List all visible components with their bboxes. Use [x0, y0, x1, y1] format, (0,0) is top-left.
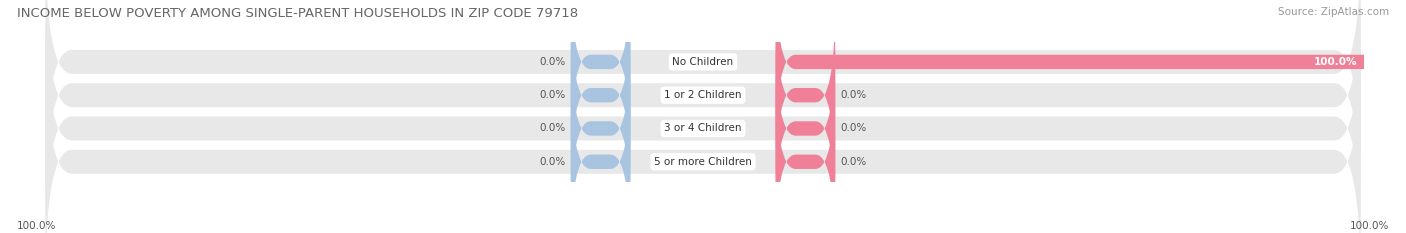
Text: 0.0%: 0.0%: [841, 123, 866, 134]
Text: 0.0%: 0.0%: [540, 157, 565, 167]
FancyBboxPatch shape: [45, 7, 1361, 233]
Text: 5 or more Children: 5 or more Children: [654, 157, 752, 167]
FancyBboxPatch shape: [776, 0, 1406, 154]
FancyBboxPatch shape: [571, 0, 630, 154]
Text: 0.0%: 0.0%: [841, 157, 866, 167]
Text: 1 or 2 Children: 1 or 2 Children: [664, 90, 742, 100]
FancyBboxPatch shape: [776, 36, 835, 221]
FancyBboxPatch shape: [571, 3, 630, 188]
Text: 3 or 4 Children: 3 or 4 Children: [664, 123, 742, 134]
FancyBboxPatch shape: [571, 69, 630, 233]
Text: INCOME BELOW POVERTY AMONG SINGLE-PARENT HOUSEHOLDS IN ZIP CODE 79718: INCOME BELOW POVERTY AMONG SINGLE-PARENT…: [17, 7, 578, 20]
Text: No Children: No Children: [672, 57, 734, 67]
FancyBboxPatch shape: [776, 3, 835, 188]
FancyBboxPatch shape: [571, 36, 630, 221]
FancyBboxPatch shape: [776, 69, 835, 233]
Text: 100.0%: 100.0%: [1313, 57, 1357, 67]
Text: 100.0%: 100.0%: [17, 221, 56, 231]
FancyBboxPatch shape: [45, 41, 1361, 233]
Text: 0.0%: 0.0%: [540, 57, 565, 67]
Text: 100.0%: 100.0%: [1350, 221, 1389, 231]
Text: 0.0%: 0.0%: [841, 90, 866, 100]
FancyBboxPatch shape: [45, 0, 1361, 216]
Text: 0.0%: 0.0%: [540, 90, 565, 100]
FancyBboxPatch shape: [45, 0, 1361, 183]
Text: 0.0%: 0.0%: [540, 123, 565, 134]
Text: Source: ZipAtlas.com: Source: ZipAtlas.com: [1278, 7, 1389, 17]
